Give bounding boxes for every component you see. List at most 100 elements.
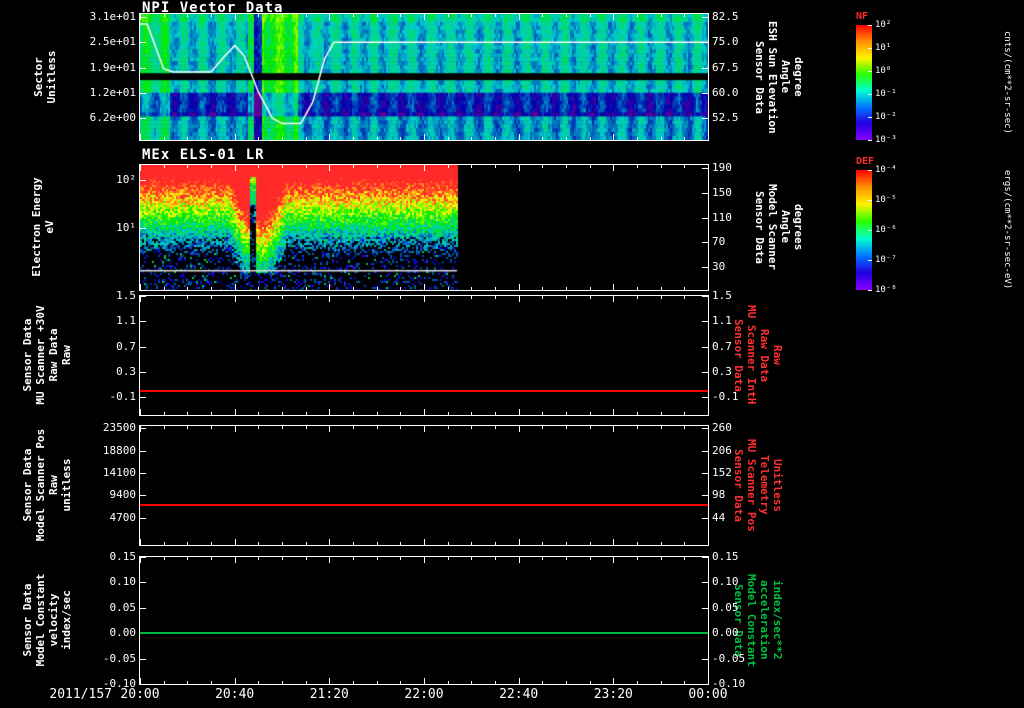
y-tick-label-left: 0.00	[109, 626, 137, 640]
y-tick-mark-right	[702, 68, 708, 70]
y-tick-label-right: 0.10	[712, 575, 739, 589]
x-tick-mark-bottom	[637, 412, 638, 415]
x-tick-mark-top	[234, 557, 236, 563]
panel4-left-axis-label: Sensor Data Model Scanner Pos Raw unitle…	[21, 428, 73, 542]
colorbar-tick-mark	[868, 94, 872, 95]
y-tick-label-right: 60.0	[712, 86, 739, 99]
x-tick-mark-bottom	[518, 284, 520, 290]
x-tick-mark-top	[471, 165, 473, 168]
els-spectrogram-canvas	[140, 165, 708, 290]
x-tick-mark-bottom	[329, 134, 331, 140]
x-tick-mark-bottom	[353, 681, 354, 684]
panel-model-scanner-pos	[139, 425, 709, 546]
x-tick-mark-bottom	[376, 681, 378, 684]
y-tick-label-left: 1.5	[116, 289, 136, 302]
x-tick-mark-bottom	[566, 137, 567, 140]
x-tick-label: 20:00	[120, 687, 160, 702]
x-tick-mark-top	[495, 14, 496, 17]
x-tick-mark-bottom	[282, 287, 283, 290]
x-tick-label: 20:40	[215, 687, 255, 702]
y-tick-label-right: 0.15	[712, 550, 739, 563]
x-tick-mark-top	[542, 165, 544, 168]
x-tick-mark-top	[518, 296, 520, 302]
constant-data-line	[140, 632, 708, 635]
x-tick-mark-bottom	[660, 287, 662, 290]
panel3-left-axis-label: Sensor Data MU Scanner +30V Raw Data Raw	[21, 305, 73, 405]
npi-spectrogram-canvas	[140, 14, 708, 140]
x-tick-mark-top	[400, 14, 402, 17]
x-tick-mark-top	[589, 296, 591, 299]
x-tick-mark-top	[329, 296, 331, 302]
x-tick-mark-top	[282, 14, 283, 17]
x-tick-mark-top	[140, 165, 141, 171]
x-tick-mark-bottom	[708, 539, 709, 545]
y-tick-label-left: 0.3	[116, 364, 136, 378]
y-tick-mark-right	[702, 658, 708, 660]
x-tick-mark-bottom	[140, 409, 141, 415]
x-tick-mark-bottom	[211, 412, 212, 415]
y-tick-mark-left	[140, 658, 146, 660]
x-tick-mark-top	[282, 557, 283, 560]
y-tick-label-right: 67.5	[712, 61, 739, 75]
x-tick-label: 23:20	[593, 687, 633, 702]
x-tick-mark-bottom	[187, 681, 189, 684]
x-tick-mark-bottom	[566, 287, 567, 290]
x-tick-mark-top	[305, 426, 307, 429]
y-tick-mark-left	[140, 17, 146, 19]
y-tick-label-right: 70	[712, 235, 726, 249]
x-tick-mark-bottom	[234, 539, 236, 545]
x-tick-mark-top	[495, 165, 496, 168]
x-tick-mark-bottom	[447, 287, 449, 290]
x-tick-mark-bottom	[211, 137, 212, 140]
x-tick-mark-top	[376, 426, 378, 429]
y-tick-label-right: 110	[712, 210, 732, 224]
x-tick-mark-bottom	[305, 542, 307, 545]
x-tick-mark-top	[518, 557, 520, 563]
x-tick-mark-bottom	[542, 542, 544, 545]
x-tick-mark-bottom	[495, 412, 496, 415]
x-tick-mark-bottom	[282, 542, 283, 545]
x-tick-mark-bottom	[400, 681, 402, 684]
x-tick-mark-bottom	[282, 412, 283, 415]
x-tick-mark-bottom	[282, 137, 283, 140]
x-tick-mark-bottom	[542, 681, 544, 684]
x-tick-mark-top	[660, 165, 662, 168]
x-tick-mark-top	[140, 557, 141, 563]
colorbar-tick-label: 10¹	[875, 43, 892, 53]
x-tick-mark-bottom	[447, 542, 449, 545]
x-tick-mark-bottom	[400, 287, 402, 290]
x-tick-mark-bottom	[495, 681, 496, 684]
y-tick-label-right: 44	[712, 510, 726, 524]
x-tick-mark-bottom	[211, 542, 212, 545]
x-tick-mark-bottom	[234, 409, 236, 415]
x-tick-mark-top	[187, 165, 189, 168]
x-tick-mark-top	[424, 165, 425, 171]
x-tick-mark-top	[305, 14, 307, 17]
x-tick-mark-top	[258, 557, 260, 560]
y-tick-label-left: 1.9e+01	[89, 61, 136, 75]
x-tick-mark-top	[305, 296, 307, 299]
x-tick-mark-bottom	[613, 409, 615, 415]
x-tick-mark-bottom	[376, 137, 378, 140]
x-tick-mark-top	[589, 426, 591, 429]
x-tick-mark-bottom	[660, 137, 662, 140]
x-tick-mark-bottom	[542, 137, 544, 140]
y-tick-label-right: -0.10	[712, 677, 746, 690]
x-tick-mark-bottom	[518, 678, 520, 684]
x-tick-mark-bottom	[258, 137, 260, 140]
x-tick-mark-top	[566, 14, 567, 17]
x-tick-mark-bottom	[163, 681, 165, 684]
y-tick-mark-right	[702, 41, 708, 43]
x-tick-mark-bottom	[471, 412, 473, 415]
panel-model-constant-velocity	[139, 556, 709, 685]
x-tick-mark-bottom	[684, 542, 686, 545]
x-tick-mark-bottom	[140, 284, 141, 290]
x-tick-label: 21:20	[309, 687, 349, 702]
colorbar-tick-label: 10⁻⁸	[875, 285, 897, 295]
colorbar-tick-mark	[868, 290, 872, 291]
y-tick-mark-right	[702, 321, 708, 323]
panel4-right-axis-label: Sensor Data MU Scanner Pos Telemetry Uni…	[732, 438, 784, 532]
x-tick-mark-bottom	[637, 681, 638, 684]
y-tick-label-left: 3.1e+01	[89, 10, 136, 24]
